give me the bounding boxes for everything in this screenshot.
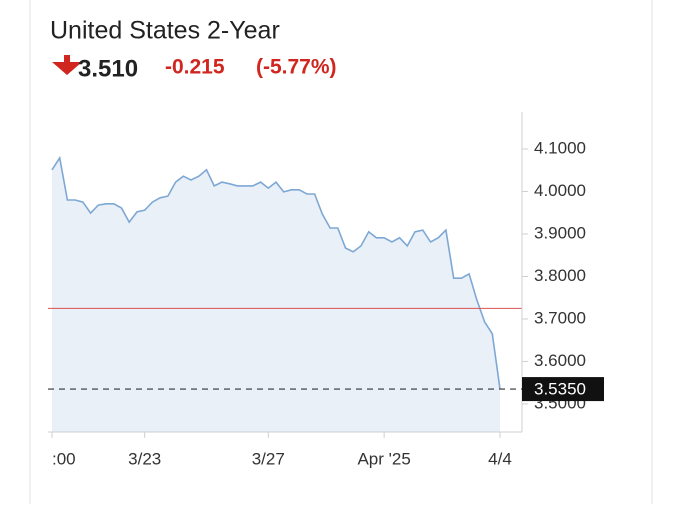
x-tick-label: :00 bbox=[52, 449, 76, 468]
change-percent: (-5.77%) bbox=[256, 56, 337, 79]
price: 3.510 bbox=[78, 55, 138, 82]
x-tick-label: 3/23 bbox=[128, 449, 161, 468]
y-tick-label: 3.9000 bbox=[534, 223, 586, 242]
current-label: 3.5350 bbox=[534, 380, 586, 399]
down-arrow bbox=[52, 55, 82, 75]
x-tick-label: 3/27 bbox=[252, 449, 285, 468]
x-tick-label: 4/4 bbox=[488, 449, 512, 468]
y-tick-label: 3.8000 bbox=[534, 266, 586, 285]
y-tick-label: 3.7000 bbox=[534, 308, 586, 327]
y-tick-label: 4.1000 bbox=[534, 138, 586, 157]
current-label-box bbox=[522, 377, 604, 402]
line bbox=[51, 155, 501, 390]
area-fill bbox=[52, 157, 500, 432]
x-tick-label: Apr '25 bbox=[357, 449, 410, 468]
y-tick-label: 3.6000 bbox=[534, 351, 586, 370]
change: -0.215 bbox=[165, 56, 225, 79]
y-tick-label: 4.0000 bbox=[534, 181, 586, 200]
title: United States 2-Year bbox=[50, 17, 280, 45]
